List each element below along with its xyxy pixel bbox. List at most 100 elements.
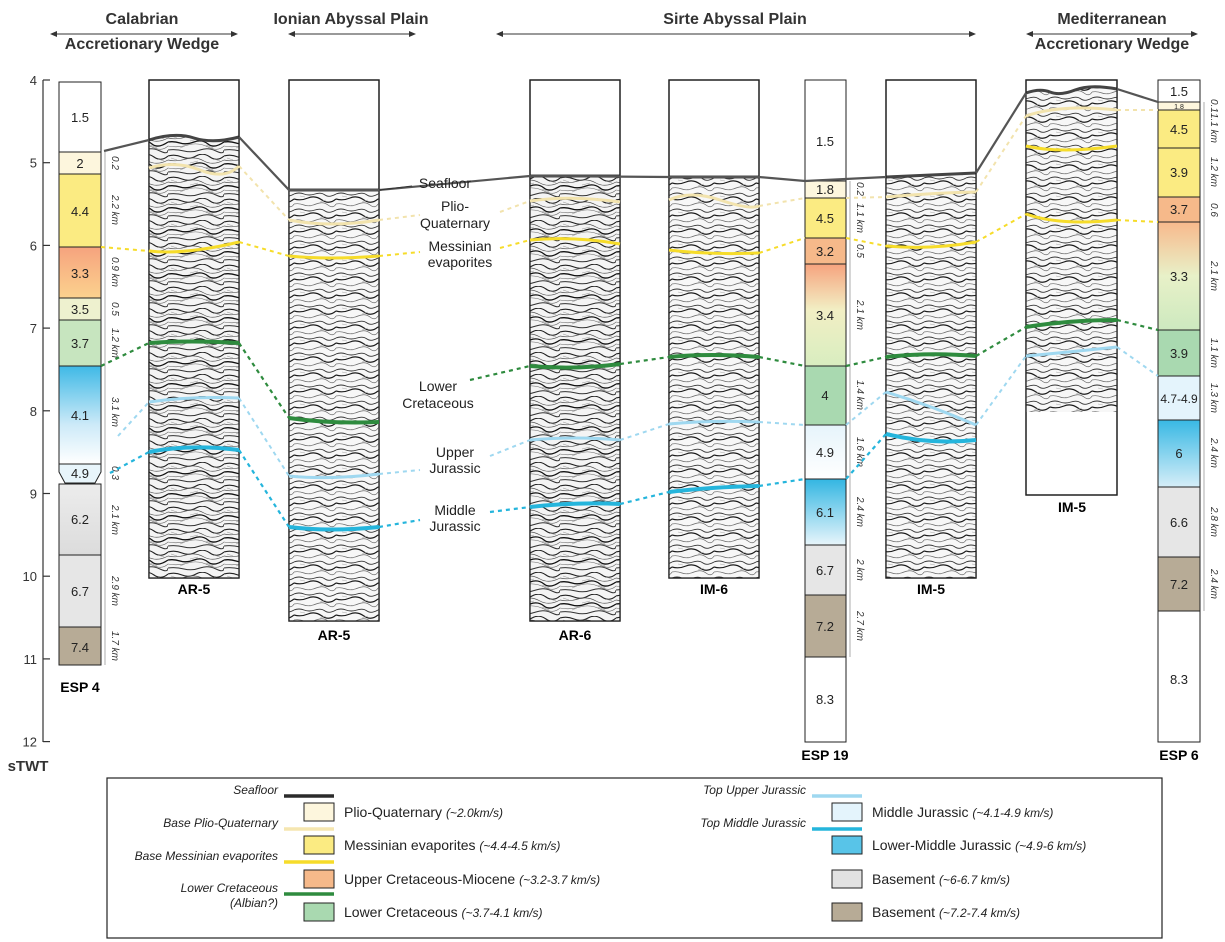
label-messinian-1: Messinian — [428, 238, 491, 254]
esp6-v2: 1.8 — [1174, 104, 1184, 111]
region-headers: Calabrian Accretionary Wedge Ionian Abys… — [65, 11, 1190, 53]
esp4-name: ESP 4 — [60, 679, 100, 695]
legend-lines: Seafloor Base Plio-Quaternary Base Messini… — [135, 783, 862, 910]
label-upper-jur-1: Upper — [436, 444, 474, 460]
horizon-middle-jurassic-dashed — [109, 433, 887, 529]
legend-box-swatch — [831, 802, 863, 822]
seismic-panel-ar6: AR-6 — [529, 79, 621, 643]
seismic-label-ar6: AR-6 — [559, 627, 592, 643]
esp19-t10: 2.7 km — [854, 610, 865, 641]
esp6-t2: 1.1 km — [1208, 113, 1219, 143]
esp6-name: ESP 6 — [1159, 747, 1199, 763]
esp6-v12: 8.3 — [1170, 672, 1188, 687]
esp6-t9: 2.4 km — [1208, 437, 1219, 468]
legend-box-swatch — [303, 835, 335, 855]
legend-box-label: Lower Cretaceous (~3.7-4.1 km/s) — [344, 904, 543, 920]
esp6-t4: 1.2 km — [1208, 157, 1219, 187]
horizon-messinian-dashed — [100, 213, 1159, 257]
esp19-v6: 4 — [821, 388, 828, 403]
esp19-t7: 1.6 km — [854, 437, 865, 467]
esp4-t4: 0.9 km — [109, 257, 120, 287]
seismic-label-ar5-a: AR-5 — [178, 581, 211, 597]
seismic-label-im6: IM-6 — [700, 581, 728, 597]
axis-tick-label: 11 — [24, 652, 38, 667]
esp6-v1: 1.5 — [1170, 84, 1188, 99]
legend-box-swatch — [831, 835, 863, 855]
esp19-v2: 1.8 — [816, 182, 834, 197]
esp6-v8: 4.7-4.9 — [1160, 392, 1198, 406]
esp4-t8: 0.3 — [109, 466, 120, 480]
legend-line-label: Base Plio-Quaternary — [163, 816, 279, 830]
horizon-plio — [148, 106, 1118, 226]
esp6-t7: 1.1 km — [1208, 338, 1219, 368]
esp6-column: 1.5 1.8 4.5 3.9 3.7 3.3 3.9 4.7-4.9 6 6.… — [1157, 79, 1219, 763]
legend-box-swatch — [831, 869, 863, 889]
axis-tick-label: 5 — [30, 156, 37, 171]
horizon-lower-cretaceous-dashed — [100, 318, 1159, 419]
esp6-v10: 6.6 — [1170, 515, 1188, 530]
region-arrows — [50, 31, 1198, 37]
esp4-t10: 2.9 km — [109, 575, 120, 606]
legend-line-label: Top Middle Jurassic — [700, 816, 806, 830]
esp19-t5: 2.1 km — [854, 299, 865, 330]
esp6-t5: 0.6 — [1208, 203, 1219, 217]
esp19-t4: 0.5 — [854, 244, 865, 258]
esp4-column: 1.5 2 4.4 3.3 3.5 3.7 4.1 4.9 6.2 6.7 7.… — [58, 81, 120, 695]
esp19-v11: 8.3 — [816, 692, 834, 707]
seismic-panel-ar5-b: AR-5 — [288, 79, 380, 643]
legend-box-label: Upper Cretaceous-Miocene (~3.2-3.7 km/s) — [344, 871, 600, 887]
legend-line-label-2: (Albian?) — [230, 896, 278, 910]
legend-box-label: Plio-Quaternary (~2.0km/s) — [344, 804, 503, 820]
legend-box-swatch — [303, 869, 335, 889]
axis-tick-label: 8 — [30, 404, 37, 419]
axis-tick-label: 7 — [30, 321, 37, 336]
esp19-t2: 0.2 — [854, 182, 865, 196]
esp6-t10: 2.8 km — [1208, 506, 1219, 537]
esp19-v7: 4.9 — [816, 445, 834, 460]
horizon-middle-jurassic — [148, 432, 977, 532]
horizon-labels: Seafloor Plio- Quaternary Messinian evap… — [402, 175, 492, 534]
label-upper-jur-2: Jurassic — [429, 460, 480, 476]
horizon-messinian — [148, 144, 1118, 260]
horizon-seafloor — [103, 87, 1159, 192]
axis-tick-label: 12 — [23, 735, 37, 750]
header-mediterranean-line2: Accretionary Wedge — [1035, 36, 1190, 53]
esp4-t11: 1.7 km — [109, 631, 120, 661]
horizon-upper-jurassic-dashed — [117, 346, 1159, 477]
esp4-t6: 1.2 km — [109, 328, 120, 358]
seismic-panel-ar5-a: AR-5 — [148, 79, 240, 597]
esp4-v10: 6.7 — [71, 584, 89, 599]
esp4-t5: 0.5 — [109, 302, 120, 316]
legend-line-label: Top Upper Jurassic — [703, 783, 806, 797]
esp6-v5: 3.7 — [1170, 202, 1188, 217]
esp4-v4: 3.3 — [71, 266, 89, 281]
label-seafloor: Seafloor — [419, 175, 471, 191]
legend-box-label: Middle Jurassic (~4.1-4.9 km/s) — [872, 804, 1053, 820]
header-sirte: Sirte Abyssal Plain — [663, 11, 806, 28]
esp4-t2: 0.2 — [109, 156, 120, 170]
seismic-label-ar5-b: AR-5 — [318, 627, 351, 643]
seismic-panel-im6: IM-6 — [668, 79, 760, 597]
label-lower-cret-1: Lower — [419, 378, 457, 394]
header-mediterranean-line1: Mediterranean — [1057, 11, 1166, 28]
esp19-v5: 3.4 — [816, 308, 834, 323]
legend-box-label: Basement (~7.2-7.4 km/s) — [872, 904, 1020, 920]
esp4-v2: 2 — [76, 156, 83, 171]
esp6-v4: 3.9 — [1170, 165, 1188, 180]
label-middle-jur-1: Middle — [434, 502, 475, 518]
horizon-plio-dashed — [238, 109, 1158, 221]
esp19-t3: 1.1 km — [854, 203, 865, 233]
legend-box-label: Messinian evaporites (~4.4-4.5 km/s) — [344, 837, 560, 853]
esp4-v9: 6.2 — [71, 512, 89, 527]
stwt-axis: 4 5 6 7 8 9 10 11 12 sTWT — [8, 73, 50, 775]
esp19-v10: 7.2 — [816, 619, 834, 634]
esp19-t6: 1.4 km — [854, 380, 865, 410]
seismic-panel-im5-b: IM-5 — [1025, 79, 1118, 515]
esp4-v5: 3.5 — [71, 302, 89, 317]
esp19-v3: 4.5 — [816, 211, 834, 226]
axis-tick-label: 9 — [30, 487, 37, 502]
label-lower-cret-2: Cretaceous — [402, 395, 474, 411]
label-plio-2: Quaternary — [420, 215, 490, 231]
horizon-upper-jurassic — [148, 345, 1118, 480]
